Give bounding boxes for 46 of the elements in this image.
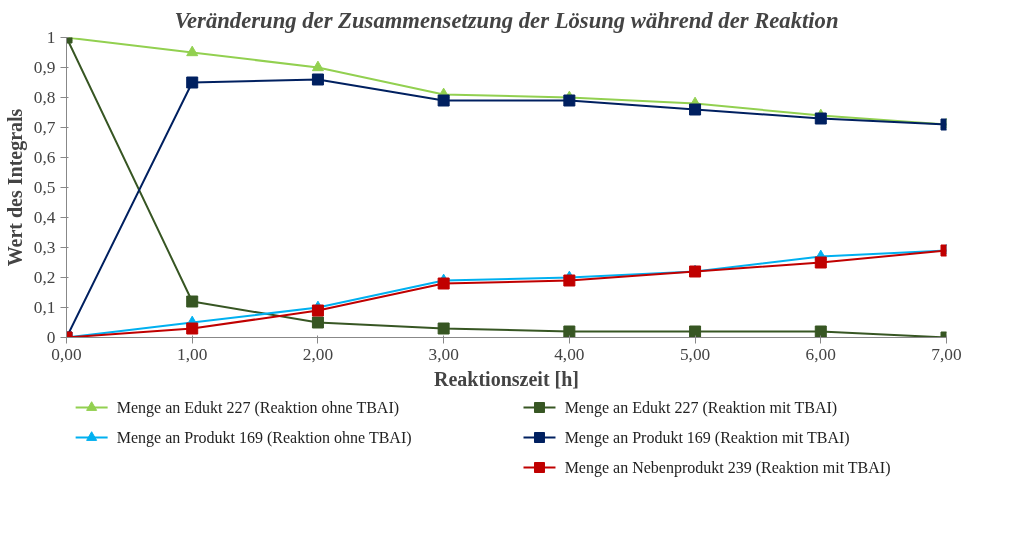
y-tick-label: 0,3 <box>33 238 56 257</box>
y-tick-label: 0,5 <box>33 178 56 197</box>
y-tick-label: 0,8 <box>33 88 56 107</box>
point <box>311 60 324 72</box>
y-tick-label: 1 <box>46 28 56 47</box>
point <box>814 325 827 338</box>
x-tick-label: 6,00 <box>805 344 836 364</box>
legend-label: Menge an Nebenprodukt 239 (Reaktion mit TBAI) <box>564 459 891 477</box>
legend-label: Menge an Produkt 169 (Reaktion mit TBAI) <box>564 429 850 447</box>
y-tick-label: 0,9 <box>33 58 56 77</box>
point <box>563 94 576 107</box>
point <box>186 322 199 335</box>
x-tick-label: 1,00 <box>177 344 208 364</box>
y-tick-label: 0,7 <box>33 118 56 137</box>
point <box>814 256 827 269</box>
x-tick-label: 0,00 <box>51 344 82 364</box>
point <box>437 94 450 107</box>
x-tick-label: 7,00 <box>931 344 962 364</box>
x-tick-label: 5,00 <box>679 344 711 364</box>
point <box>311 73 324 86</box>
x-axis-title: Reaktionszeit [h] <box>434 367 579 390</box>
point <box>689 325 702 338</box>
y-tick-label: 0,2 <box>33 268 56 287</box>
legend-label: Menge an Edukt 227 (Reaktion ohne TBAI) <box>116 399 400 417</box>
point <box>186 45 199 57</box>
x-tick-label: 2,00 <box>302 344 334 364</box>
x-tick-label: 3,00 <box>428 344 459 364</box>
point <box>311 316 324 329</box>
legend-label: Menge an Produkt 169 (Reaktion ohne TBAI) <box>116 429 412 447</box>
y-tick-label: 0,6 <box>33 148 56 167</box>
point <box>311 304 324 317</box>
chart-title: Veränderung der Zusammensetzung der Lösung während der Reaktion <box>174 7 839 33</box>
point <box>186 76 199 89</box>
point <box>563 325 576 338</box>
y-tick-label: 0 <box>46 328 56 347</box>
y-tick-label: 0,1 <box>33 298 56 317</box>
point <box>814 112 827 125</box>
y-tick-label: 0,4 <box>33 208 56 227</box>
x-tick-label: 4,00 <box>554 344 585 364</box>
legend-label: Menge an Edukt 227 (Reaktion mit TBAI) <box>564 399 838 417</box>
point <box>186 295 199 308</box>
point <box>689 103 702 116</box>
point <box>563 274 576 287</box>
point <box>437 277 450 290</box>
y-axis-title: Wert des Integrals <box>3 108 27 267</box>
point <box>437 322 450 335</box>
